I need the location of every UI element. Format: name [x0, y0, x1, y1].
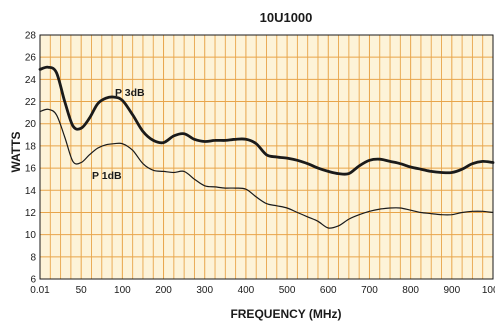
x-tick-label: 700 — [361, 285, 378, 296]
series-line-p-3db — [38, 65, 495, 176]
x-tick-label: 400 — [238, 285, 255, 296]
x-tick-label: 200 — [155, 285, 172, 296]
series-label-p1db: P 1dB — [92, 170, 122, 182]
x-tick-label: 800 — [402, 285, 419, 296]
y-tick-label: 28 — [25, 31, 37, 42]
chart-title: 10U1000 — [260, 10, 313, 25]
x-tick-label: 100 — [114, 285, 131, 296]
x-axis-label: FREQUENCY (MHz) — [230, 307, 341, 321]
x-tick-label: 300 — [196, 285, 213, 296]
series-line-p-1db — [39, 108, 494, 229]
y-tick-label: 10 — [25, 230, 37, 241]
x-tick-label: 1000 — [482, 285, 495, 296]
y-tick-label: 24 — [25, 75, 37, 86]
x-tick-label: 50 — [76, 285, 88, 296]
y-tick-label: 18 — [25, 141, 37, 152]
y-tick-label: 14 — [25, 186, 37, 197]
y-tick-label: 8 — [30, 252, 36, 263]
y-tick-label: 6 — [30, 275, 36, 286]
y-tick-label: 26 — [25, 53, 37, 64]
plot-frame — [39, 34, 494, 280]
grid-lines — [40, 35, 493, 279]
series-layer — [38, 65, 495, 229]
y-tick-label: 20 — [25, 119, 37, 130]
x-tick-label: 900 — [443, 285, 460, 296]
x-tick-label: 500 — [279, 285, 296, 296]
y-tick-label: 16 — [25, 164, 37, 175]
x-tick-labels: 0.01 50 100 200 300 400 500 600 700 800 900 1000 — [30, 285, 495, 296]
x-tick-label: 0.01 — [30, 285, 50, 296]
y-axis-label: WATTS — [9, 131, 23, 172]
y-tick-label: 22 — [25, 97, 37, 108]
series-label-p3db: P 3dB — [115, 87, 145, 99]
x-tick-label: 600 — [320, 285, 337, 296]
y-tick-label: 12 — [25, 208, 37, 219]
y-tick-labels: 6 8 10 12 14 16 18 20 22 24 26 28 — [25, 31, 37, 286]
